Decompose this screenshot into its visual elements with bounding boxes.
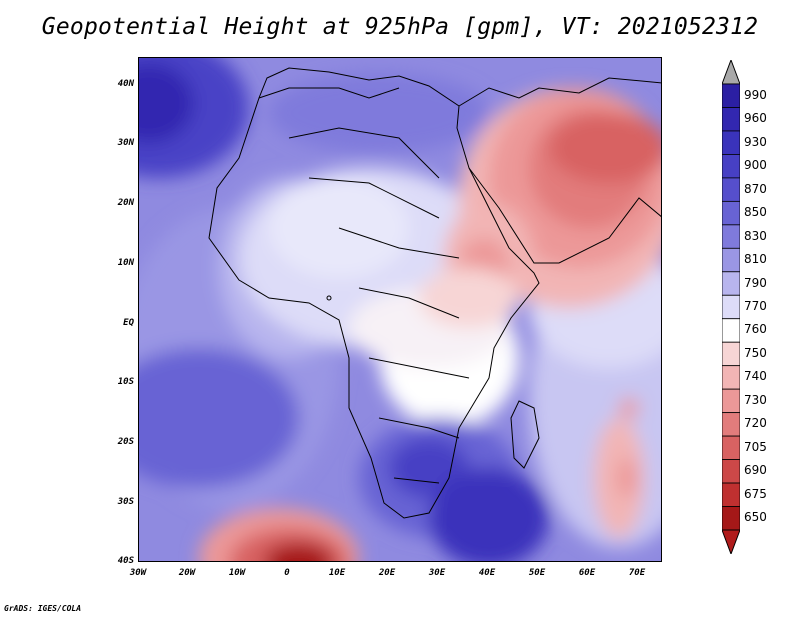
colorbar-label: 830 bbox=[744, 228, 767, 243]
colorbar-swatch bbox=[722, 412, 740, 437]
lat-tick: 20N bbox=[117, 198, 134, 208]
colorbar-label: 740 bbox=[744, 369, 767, 384]
colorbar-label: 770 bbox=[744, 299, 767, 313]
colorbar-label: 810 bbox=[744, 252, 767, 267]
lon-tick: 70E bbox=[628, 568, 646, 578]
geopotential-field bbox=[139, 58, 661, 561]
lon-tick: 50E bbox=[528, 568, 546, 578]
colorbar-swatch bbox=[722, 107, 740, 132]
colorbar-swatch bbox=[722, 482, 740, 507]
lat-tick: 30S bbox=[117, 497, 134, 507]
lon-tick: 20E bbox=[378, 568, 396, 578]
colorbar-label: 870 bbox=[744, 181, 767, 196]
colorbar-label: 850 bbox=[744, 205, 767, 220]
colorbar-swatch bbox=[722, 271, 740, 296]
map-panel bbox=[138, 57, 662, 562]
colorbar-label: 930 bbox=[744, 134, 767, 149]
lon-tick: 30E bbox=[428, 568, 446, 578]
colorbar-swatch bbox=[722, 247, 740, 273]
colorbar-swatch bbox=[722, 435, 740, 460]
colorbar-swatch bbox=[722, 341, 740, 367]
lat-tick: 40N bbox=[117, 79, 134, 89]
colorbar-swatch bbox=[722, 388, 740, 414]
lon-tick: 10W bbox=[228, 568, 246, 578]
colorbar-swatch bbox=[722, 154, 740, 179]
lon-tick: 40E bbox=[478, 568, 496, 578]
colorbar-bottom-arrow bbox=[722, 529, 740, 554]
lat-tick: 20S bbox=[117, 437, 134, 447]
lake-marker bbox=[326, 295, 332, 301]
colorbar-swatch bbox=[722, 177, 740, 202]
colorbar-swatch bbox=[722, 224, 740, 249]
colorbar-label: 730 bbox=[744, 392, 767, 407]
colorbar-label: 720 bbox=[744, 416, 767, 431]
colorbar-label: 990 bbox=[744, 87, 767, 102]
colorbar bbox=[722, 60, 740, 554]
lon-tick: 10E bbox=[328, 568, 346, 578]
colorbar-label: 960 bbox=[744, 111, 767, 126]
lat-tick: 30N bbox=[117, 138, 134, 148]
lat-tick: 40S bbox=[117, 556, 134, 566]
lon-tick: 20W bbox=[178, 568, 196, 578]
field-shading bbox=[139, 58, 661, 561]
lat-tick: 10S bbox=[117, 377, 134, 387]
credit-text: GrADS: IGES/COLA bbox=[4, 604, 82, 613]
lon-tick: 0 bbox=[284, 568, 290, 578]
colorbar-swatch bbox=[722, 506, 740, 531]
colorbar-swatch bbox=[722, 83, 740, 108]
colorbar-label: 690 bbox=[744, 463, 767, 478]
colorbar-label: 675 bbox=[744, 486, 767, 501]
colorbar-swatch bbox=[722, 294, 740, 320]
colorbar-label: 900 bbox=[744, 158, 767, 173]
lat-tick: EQ bbox=[123, 318, 134, 328]
coastlines bbox=[208, 67, 661, 519]
colorbar-swatch bbox=[722, 318, 740, 343]
lon-tick: 60E bbox=[578, 568, 596, 578]
colorbar-label: 705 bbox=[744, 439, 767, 454]
colorbar-label: 760 bbox=[744, 322, 767, 337]
lat-tick: 10N bbox=[117, 258, 134, 268]
colorbar-swatch bbox=[722, 130, 740, 155]
lon-tick: 30W bbox=[129, 568, 147, 578]
colorbar-swatch bbox=[722, 200, 740, 226]
colorbar-top-arrow bbox=[722, 60, 740, 85]
colorbar-label: 750 bbox=[744, 345, 767, 360]
colorbar-swatch bbox=[722, 365, 740, 390]
map-title: Geopotential Height at 925hPa [gpm], VT:… bbox=[41, 14, 759, 40]
colorbar-label: 790 bbox=[744, 275, 767, 290]
colorbar-swatch bbox=[722, 459, 740, 484]
colorbar-label: 650 bbox=[744, 510, 767, 525]
